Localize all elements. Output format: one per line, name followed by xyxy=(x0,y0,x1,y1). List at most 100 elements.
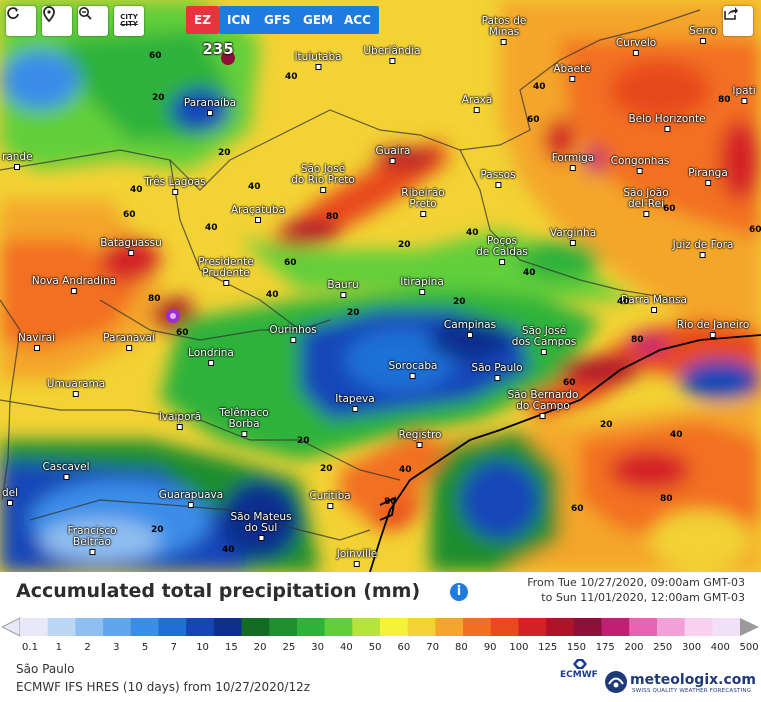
zoom-button[interactable] xyxy=(78,6,108,36)
city-marker xyxy=(33,345,40,351)
city-label: rande xyxy=(2,152,33,170)
city-marker xyxy=(176,424,183,430)
city-label: Bauru xyxy=(327,280,359,298)
city-marker xyxy=(88,549,95,555)
city-label: Guaíra xyxy=(376,146,410,164)
scale-swatch xyxy=(241,618,270,636)
city-marker xyxy=(650,307,657,313)
city-label: Umuarama xyxy=(47,379,105,397)
scale-swatch xyxy=(158,618,187,636)
city-marker xyxy=(207,360,214,366)
isoline-value: 40 xyxy=(285,72,298,82)
refresh-icon xyxy=(7,7,19,19)
city-marker xyxy=(315,64,321,70)
city-marker xyxy=(499,259,505,265)
scale-swatch xyxy=(186,618,215,636)
scale-tick-label: 20 xyxy=(253,642,267,653)
scale-swatch xyxy=(407,618,436,636)
city-marker xyxy=(351,406,358,412)
isoline-value: 40 xyxy=(130,185,143,195)
city-marker xyxy=(171,189,178,195)
location-button[interactable] xyxy=(42,6,72,36)
city-label: Três Lagoas xyxy=(144,177,206,195)
scale-tick-label: 70 xyxy=(426,642,440,653)
scale-tick-label: 25 xyxy=(282,642,296,653)
city-toggle-button[interactable]: CITY CITY xyxy=(114,6,144,36)
city-marker xyxy=(72,391,79,397)
city-label: Paranavaí xyxy=(103,333,155,351)
isoline-value: 40 xyxy=(399,465,412,475)
city-marker xyxy=(569,240,576,246)
precipitation-map[interactable]: CITY CITY EZ ICN GFS GEM ACC 235 Ituiutab… xyxy=(0,0,761,572)
scale-swatch xyxy=(601,618,630,636)
city-label: Francisco Beltrão xyxy=(67,526,117,555)
isoline-value: 20 xyxy=(297,436,310,446)
city-marker xyxy=(570,165,576,171)
city-marker xyxy=(254,217,261,223)
city-marker xyxy=(410,373,416,379)
model-tab-ez[interactable]: EZ xyxy=(186,6,219,34)
city-label: Ourinhos xyxy=(269,325,317,343)
city-label: del xyxy=(2,488,18,506)
brand-tagline: SWISS QUALITY WEATHER FORECASTING xyxy=(632,688,752,694)
city-label: Paranaíba xyxy=(184,98,236,116)
city-label: Ituiutaba xyxy=(294,52,342,70)
scale-swatch xyxy=(130,618,159,636)
share-button[interactable] xyxy=(723,6,753,36)
isoline-value: 60 xyxy=(527,115,540,125)
legend-title: Accumulated total precipitation (mm) xyxy=(16,580,421,602)
city-label: Itapeva xyxy=(335,394,375,412)
city-marker xyxy=(501,39,507,45)
city-marker xyxy=(568,76,575,82)
city-marker xyxy=(207,110,213,116)
city-marker xyxy=(663,126,670,132)
model-tab-acc[interactable]: ACC xyxy=(336,6,379,34)
isoline-value: 40 xyxy=(533,82,546,92)
model-run: ECMWF IFS HRES (10 days) from 10/27/2020… xyxy=(16,680,311,694)
city-label: Patos de Minas xyxy=(482,16,526,45)
city-marker xyxy=(258,535,264,541)
city-label: Congonhas xyxy=(611,156,669,174)
city-marker xyxy=(540,413,546,419)
scale-swatch xyxy=(546,618,575,636)
city-label: São João del-Rei xyxy=(623,188,669,217)
scale-tick-label: 125 xyxy=(538,642,558,653)
city-label: Presidente Prudente xyxy=(198,257,254,286)
isoline-value: 80 xyxy=(718,95,731,105)
scale-tick-label: 90 xyxy=(483,642,497,653)
city-label: São Mateus do Sul xyxy=(230,512,292,541)
city-marker xyxy=(240,431,247,437)
model-tab-gem[interactable]: GEM xyxy=(295,6,341,34)
city-label: Ivaiporã xyxy=(159,412,201,430)
info-icon[interactable]: i xyxy=(450,583,468,601)
model-tab-gfs[interactable]: GFS xyxy=(256,6,299,34)
isoline-value: 60 xyxy=(123,210,136,220)
city-marker xyxy=(632,50,639,56)
model-tab-icn[interactable]: ICN xyxy=(219,6,259,34)
scale-tick-label: 7 xyxy=(170,642,177,653)
scale-swatch xyxy=(269,618,298,636)
city-toggle-icon: CITY CITY xyxy=(120,13,138,28)
city-marker xyxy=(466,332,473,338)
scale-tick-label: 1 xyxy=(55,642,62,653)
isoline-value: 60 xyxy=(749,225,761,235)
city-label: Juiz de Fora xyxy=(673,240,733,258)
city-label: Itirapina xyxy=(400,277,444,295)
isoline-value: 60 xyxy=(284,258,297,268)
city-marker xyxy=(740,98,747,104)
city-label: Navirai xyxy=(18,333,55,351)
isoline-value: 80 xyxy=(631,335,644,345)
isoline-value: 80 xyxy=(326,212,339,222)
city-label: São José dos Campos xyxy=(512,326,576,355)
scale-swatch xyxy=(380,618,409,636)
isoline-value: 20 xyxy=(152,93,165,103)
city-marker xyxy=(70,288,77,294)
refresh-button[interactable] xyxy=(6,6,36,36)
scale-tick-label: 2 xyxy=(84,642,91,653)
scale-tick-label: 100 xyxy=(509,642,529,653)
isoline-value: 60 xyxy=(663,204,676,214)
scale-tick-label: 15 xyxy=(224,642,238,653)
scale-tick-label: 175 xyxy=(595,642,615,653)
city-marker xyxy=(419,289,425,295)
isoline-value: 60 xyxy=(149,51,162,61)
